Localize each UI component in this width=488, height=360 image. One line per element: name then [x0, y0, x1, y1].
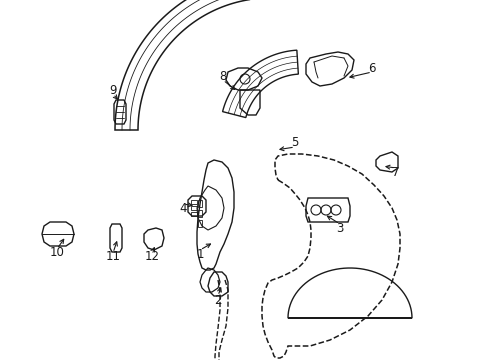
Text: 11: 11 [105, 251, 120, 264]
Text: 2: 2 [214, 293, 221, 306]
Text: 5: 5 [291, 136, 298, 149]
Text: 4: 4 [179, 202, 186, 215]
Text: 7: 7 [391, 166, 399, 179]
Text: 10: 10 [49, 247, 64, 260]
Text: 9: 9 [109, 84, 117, 96]
Text: 1: 1 [196, 248, 203, 261]
Text: 12: 12 [144, 251, 159, 264]
Text: 8: 8 [219, 69, 226, 82]
Text: 3: 3 [336, 221, 343, 234]
Text: 6: 6 [367, 62, 375, 75]
